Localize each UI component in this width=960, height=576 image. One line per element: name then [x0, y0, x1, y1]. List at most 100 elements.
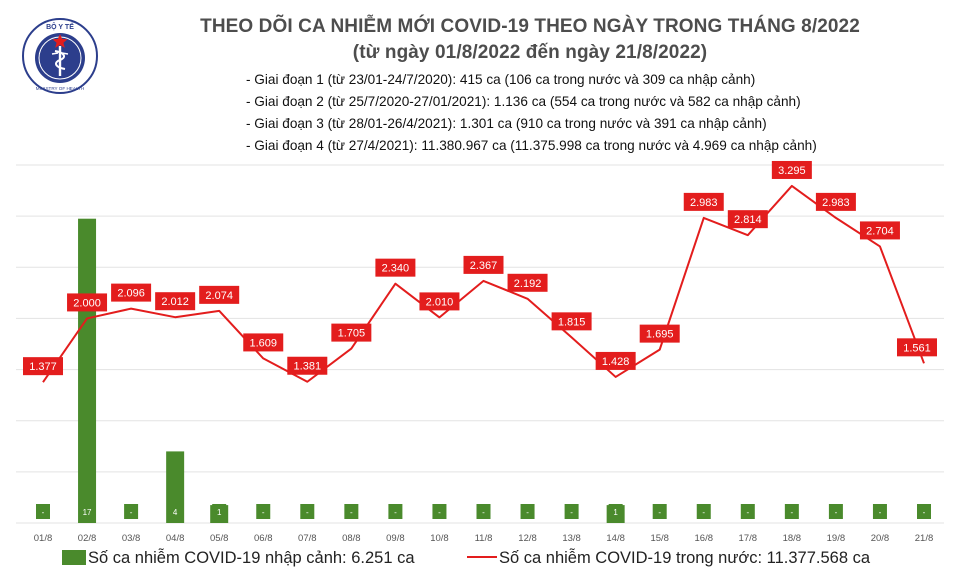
line-value-label: 2.010	[426, 296, 454, 308]
line-label-box	[419, 292, 460, 311]
bar-value-label: -	[306, 508, 309, 517]
legend-domestic: Số ca nhiễm COVID-19 trong nước: 11.377.…	[467, 549, 870, 568]
chart-subtitle: (từ ngày 01/8/2022 đến ngày 21/8/2022)	[352, 42, 708, 63]
bar-value-label: 17	[83, 508, 92, 517]
line-value-label: 1.561	[903, 342, 931, 354]
line-value-label: 1.695	[646, 329, 674, 341]
bar-label-box	[344, 504, 359, 519]
line-label-box	[595, 351, 636, 370]
x-tick-label: 06/8	[254, 533, 273, 544]
line-label-box	[815, 192, 856, 211]
line-label-box	[859, 221, 900, 240]
imported-cases-bars	[78, 218, 625, 523]
bar-label-box	[696, 504, 711, 519]
bar-value-label: -	[526, 508, 529, 517]
bar-value-label: 1	[613, 508, 618, 517]
imported-cases-labels: - 17 - 4 1 - - - - - - - - 1 - - - - - - -	[36, 504, 931, 519]
x-tick-label: 20/8	[871, 533, 890, 544]
bar-value-label: -	[923, 508, 926, 517]
bar-label-box	[432, 504, 447, 519]
line-value-label: 1.815	[558, 316, 586, 328]
bar-label-box	[917, 504, 931, 519]
phase-4-note: - Giai đoạn 4 (từ 27/4/2021): 11.380.967…	[246, 138, 817, 153]
line-value-label: 1.428	[602, 356, 630, 368]
x-tick-label: 02/8	[78, 533, 97, 544]
phase-2-note: - Giai đoạn 2 (từ 25/7/2020-27/01/2021):…	[246, 94, 801, 109]
domestic-cases-line	[42, 184, 925, 383]
bar-label-box	[784, 504, 799, 519]
line-label-box	[683, 192, 724, 211]
bar-value-label: -	[791, 508, 794, 517]
domestic-cases-labels: 1.377 2.000 2.096 2.012 2.074 1.609 1.381 1.705…	[23, 160, 937, 376]
chart-title: THEO DÕI CA NHIỄM MỚI COVID-19 THEO NGÀY…	[200, 16, 860, 37]
bar-label-box	[652, 504, 667, 519]
bar-label-box	[476, 504, 491, 519]
line-label-box	[507, 273, 548, 292]
gridlines	[16, 164, 944, 524]
bar-value-label: -	[394, 508, 397, 517]
line-value-label: 2.000	[73, 297, 101, 309]
bar-label-box	[212, 504, 227, 519]
bar-label-box	[168, 504, 183, 519]
line-value-label: 2.704	[866, 225, 894, 237]
x-tick-label: 21/8	[915, 533, 934, 544]
line-value-label: 3.295	[778, 165, 806, 177]
bar-label-box	[256, 504, 271, 519]
line-label-box	[463, 255, 504, 274]
line-value-label: 2.096	[117, 288, 145, 300]
svg-text:BỘ Y TẾ: BỘ Y TẾ	[46, 21, 74, 31]
phase-3-note: - Giai đoạn 3 (từ 28/01-26/4/2021): 1.30…	[246, 116, 767, 131]
line-label-box	[551, 312, 592, 331]
bar-value-label: -	[350, 508, 353, 517]
bar-value-label: -	[746, 508, 749, 517]
x-tick-label: 11/8	[475, 533, 493, 544]
bar-label-box	[388, 504, 403, 519]
x-tick-label: 12/8	[518, 533, 537, 544]
domestic-series-line	[42, 184, 925, 383]
x-tick-label: 16/8	[695, 533, 714, 544]
ministry-of-health-seal-icon: BỘ Y TẾ MINISTRY OF HEALTH	[22, 18, 98, 94]
bar-value-label: -	[658, 508, 661, 517]
line-value-label: 2.192	[514, 278, 542, 290]
bar-value-label: -	[570, 508, 573, 517]
x-tick-label: 15/8	[650, 533, 669, 544]
line-value-label: 2.012	[161, 296, 189, 308]
bar-value-label: -	[835, 508, 838, 517]
bar-value-label: -	[438, 508, 441, 517]
x-tick-label: 07/8	[298, 533, 317, 544]
bar-value-label: -	[262, 508, 265, 517]
bar-label-box	[80, 504, 95, 519]
legend-imported-label: Số ca nhiễm COVID-19 nhập cảnh: 6.251 ca	[88, 549, 415, 567]
line-value-label: 2.814	[734, 214, 762, 226]
legend-bar-swatch	[62, 550, 86, 565]
line-label-box	[67, 293, 108, 312]
bar-label-box	[872, 504, 887, 519]
x-tick-label: 03/8	[122, 533, 141, 544]
x-tick-label: 04/8	[166, 533, 185, 544]
line-value-label: 1.377	[29, 361, 57, 373]
legend-domestic-label: Số ca nhiễm COVID-19 trong nước: 11.377.…	[499, 549, 871, 567]
line-value-label: 2.983	[822, 197, 850, 209]
bar-label-box	[564, 504, 579, 519]
bar-label-box	[828, 504, 843, 519]
legend-line-swatch	[467, 556, 497, 558]
bar-value-label: 4	[173, 508, 178, 517]
line-label-box	[375, 258, 416, 277]
bar-label-box	[608, 504, 623, 519]
line-label-box	[287, 356, 328, 375]
x-tick-label: 13/8	[562, 533, 581, 544]
line-label-box	[199, 285, 240, 304]
x-axis-labels: 01/8 02/8 03/8 04/8 05/8 06/8 07/8 08/8 09/8 10/8…	[34, 533, 934, 544]
line-label-box	[639, 324, 680, 343]
bar-value-label: -	[130, 508, 133, 517]
line-value-label: 1.705	[338, 328, 366, 340]
line-value-label: 1.609	[249, 337, 277, 349]
bar-value-label: -	[702, 508, 705, 517]
bar-label-box	[520, 504, 535, 519]
bar-imported	[78, 218, 97, 523]
bar-label-box	[300, 504, 315, 519]
line-label-box	[727, 210, 768, 229]
line-label-box	[155, 292, 196, 311]
bar-value-label: -	[879, 508, 882, 517]
